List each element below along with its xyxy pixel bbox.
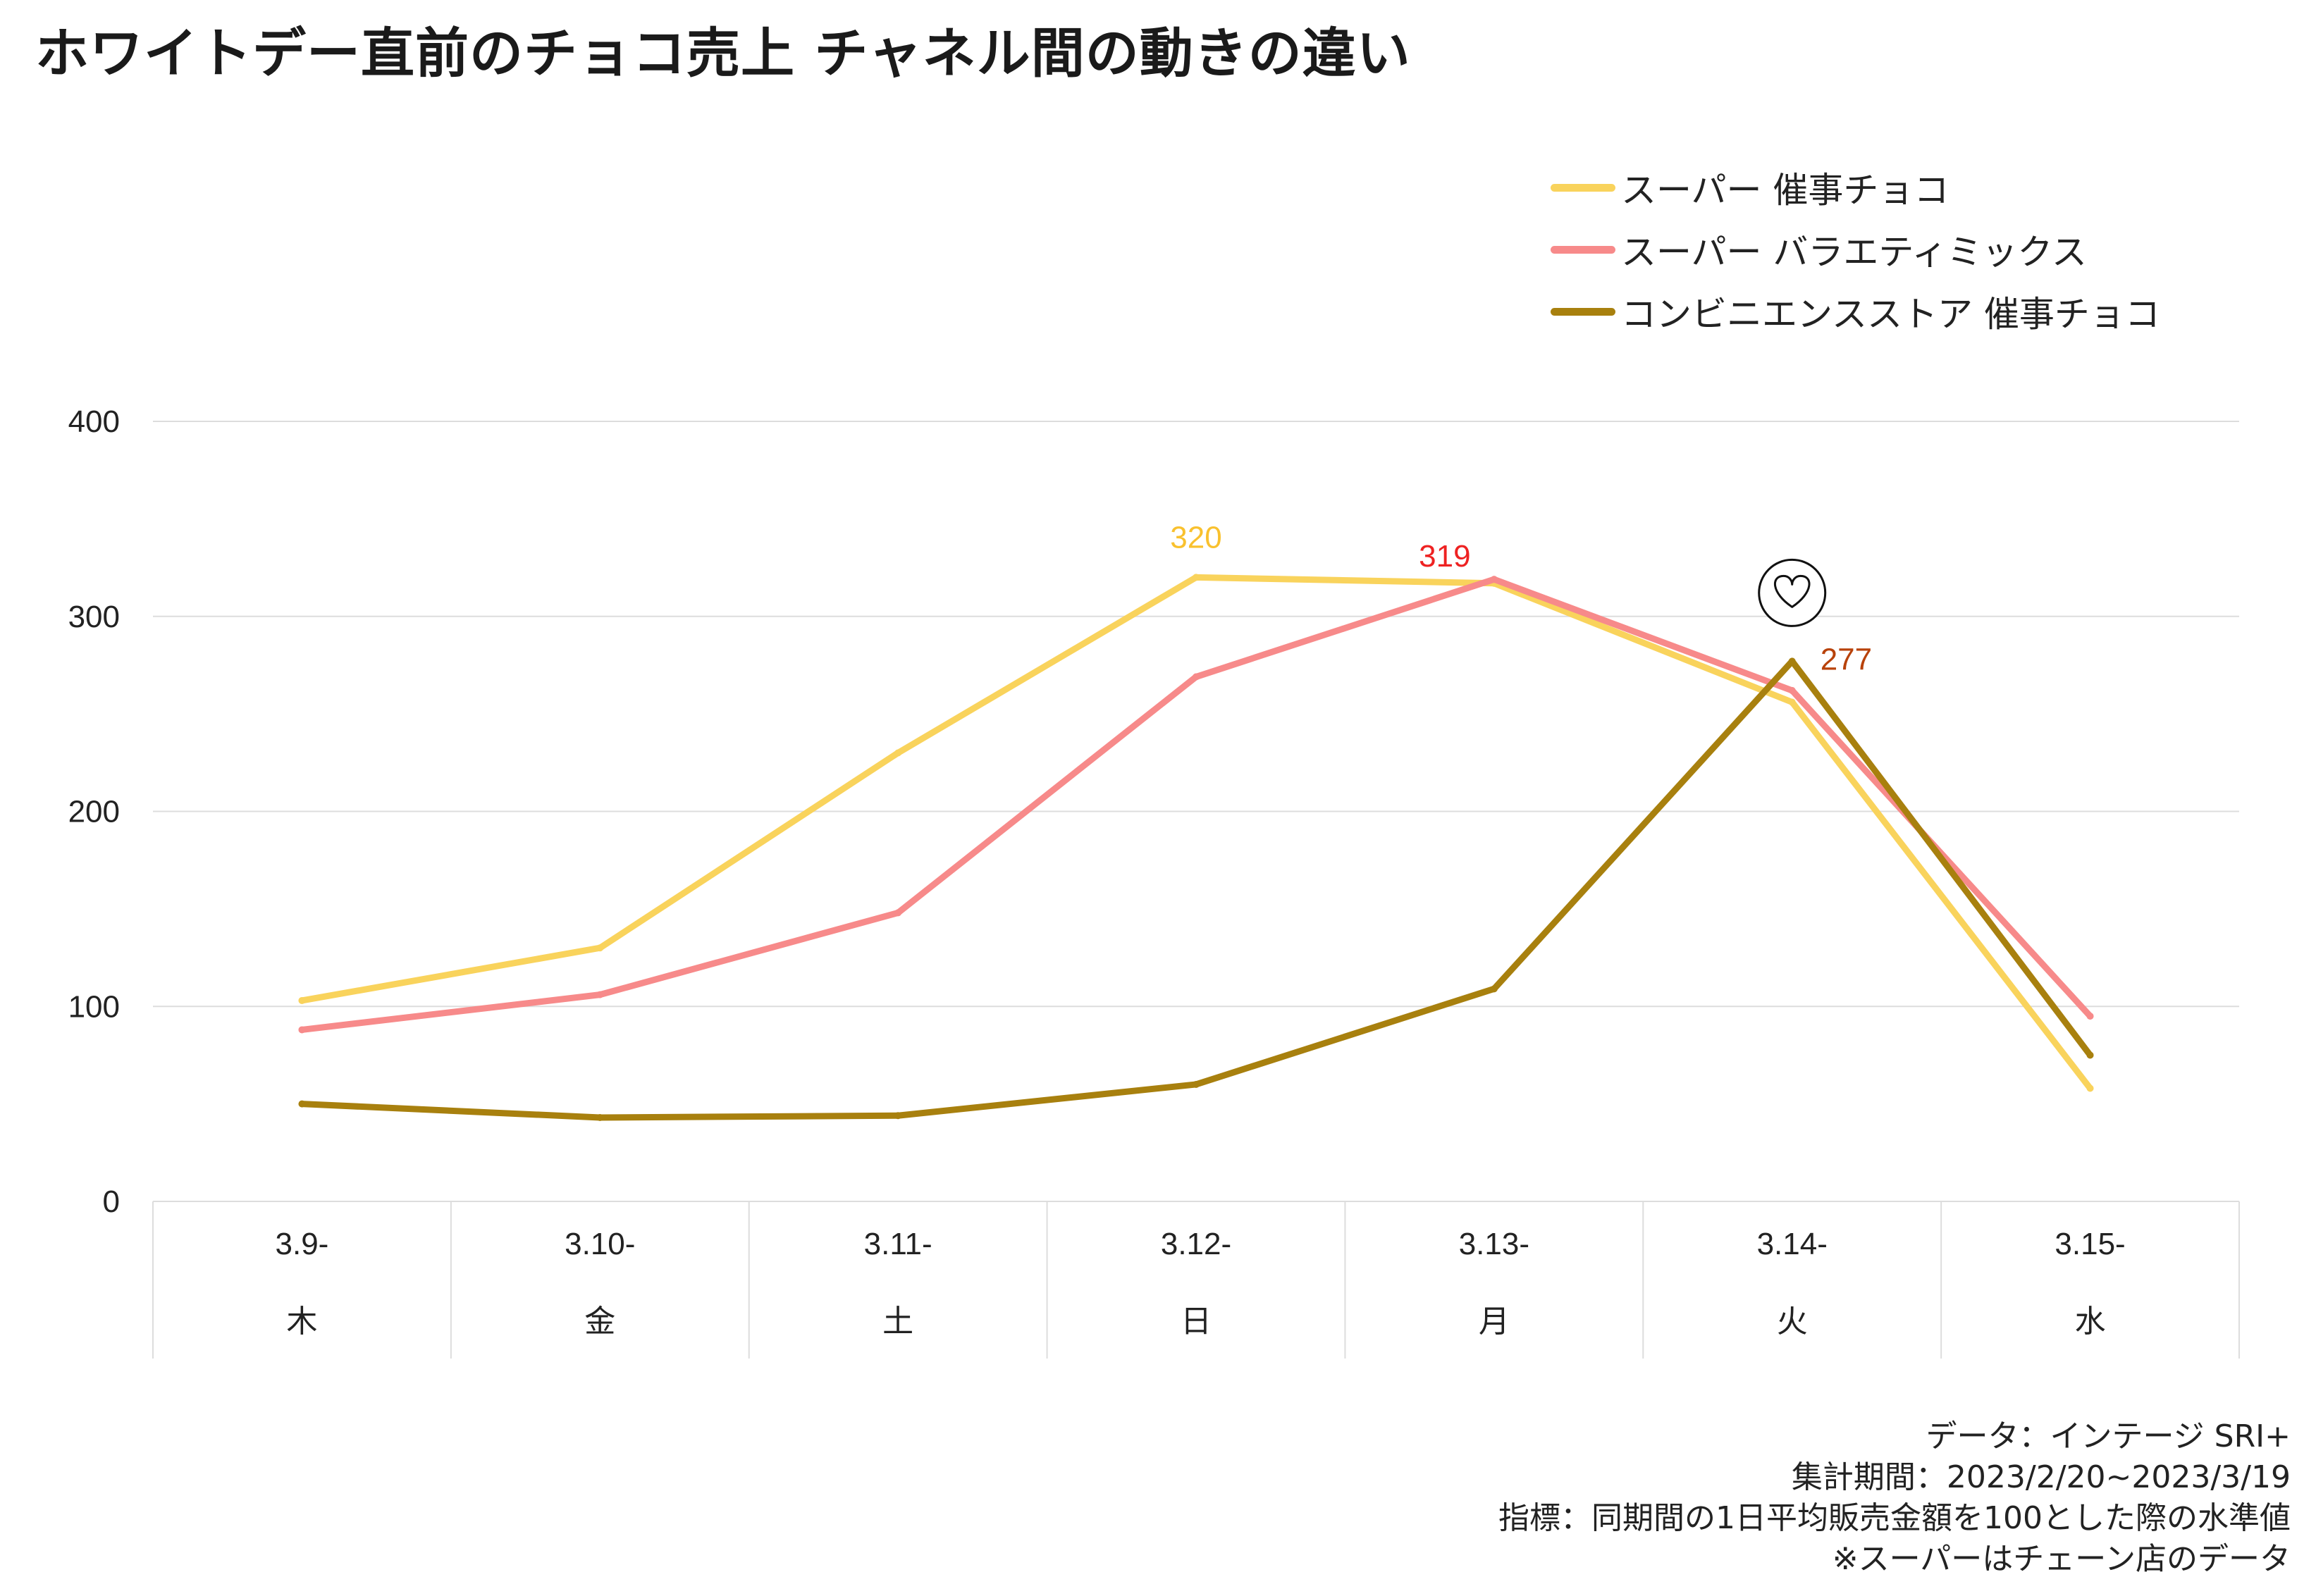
data-point: [894, 749, 902, 757]
x-tick-weekday: 金: [584, 1304, 615, 1339]
x-tick-weekday: 土: [882, 1304, 913, 1339]
data-point: [1788, 686, 1796, 694]
legend-swatch-super-event: [1551, 183, 1615, 192]
data-point: [2086, 1013, 2094, 1020]
data-point: [1490, 985, 1498, 993]
x-tick-weekday: 火: [1777, 1304, 1808, 1339]
footnote-metric: 指標：同期間の1日平均販売金額を100とした際の水準値: [1498, 1500, 2291, 1536]
data-point: [894, 909, 902, 917]
data-label: 277: [1821, 642, 1872, 676]
x-tick-label: 3.9-: [276, 1227, 329, 1261]
legend-label: スーパー 催事チョコ: [1621, 170, 1949, 211]
heart-badge: [1758, 558, 1827, 627]
footnote-period: 集計期間：2023/2/20~2023/3/19: [1791, 1459, 2291, 1495]
y-tick-label: 100: [68, 989, 120, 1024]
footnote-note: ※スーパーはチェーン店のデータ: [1832, 1541, 2291, 1577]
footnote-source: データ：インテージ SRI+: [1926, 1418, 2291, 1454]
data-point: [1193, 574, 1200, 581]
y-tick-label: 400: [68, 404, 120, 439]
footnote: データ：インテージ SRI+ 集計期間：2023/2/20~2023/3/19 …: [1498, 1416, 2291, 1580]
data-point: [596, 1113, 604, 1121]
data-point: [894, 1112, 902, 1120]
data-point: [1788, 657, 1796, 665]
legend-label: スーパー バラエティミックス: [1621, 232, 2087, 273]
heart-icon: [1773, 574, 1811, 608]
x-tick-label: 3.14-: [1757, 1227, 1828, 1261]
data-point: [596, 991, 604, 998]
x-tick-label: 3.15-: [2055, 1227, 2125, 1261]
chart-title: ホワイトデー直前のチョコ売上 チャネル間の動きの違い: [35, 22, 1411, 85]
y-tick-label: 300: [68, 600, 120, 634]
data-point: [1193, 673, 1200, 681]
data-point: [298, 1026, 306, 1034]
data-point: [596, 944, 604, 952]
data-point: [1490, 576, 1498, 583]
y-tick-label: 0: [103, 1184, 120, 1219]
data-point: [1788, 698, 1796, 706]
data-point: [298, 1100, 306, 1108]
x-tick-weekday: 日: [1181, 1304, 1212, 1339]
data-point: [2086, 1051, 2094, 1059]
y-tick-label: 200: [68, 795, 120, 829]
x-tick-label: 3.10-: [565, 1227, 635, 1261]
legend-item-super-event: スーパー 催事チョコ: [1551, 156, 2160, 218]
legend-label: コンビニエンスストア 催事チョコ: [1621, 294, 2160, 335]
data-label: 319: [1419, 539, 1470, 574]
legend-item-super-variety: スーパー バラエティミックス: [1551, 218, 2160, 280]
data-point: [298, 996, 306, 1004]
legend: スーパー 催事チョコ スーパー バラエティミックス コンビニエンスストア 催事チ…: [1551, 156, 2160, 342]
legend-item-conveni-event: コンビニエンスストア 催事チョコ: [1551, 280, 2160, 342]
legend-swatch-conveni-event: [1551, 307, 1615, 316]
x-tick-label: 3.13-: [1459, 1227, 1529, 1261]
data-point: [2086, 1084, 2094, 1092]
x-tick-weekday: 水: [2075, 1304, 2106, 1339]
x-tick-label: 3.11-: [864, 1227, 932, 1261]
x-tick-weekday: 月: [1479, 1304, 1510, 1339]
x-tick-weekday: 木: [286, 1304, 317, 1339]
legend-swatch-super-variety: [1551, 245, 1615, 254]
data-label: 320: [1170, 520, 1221, 555]
data-point: [1193, 1080, 1200, 1088]
series-line-2: [298, 657, 2094, 1121]
x-tick-label: 3.12-: [1161, 1227, 1231, 1261]
